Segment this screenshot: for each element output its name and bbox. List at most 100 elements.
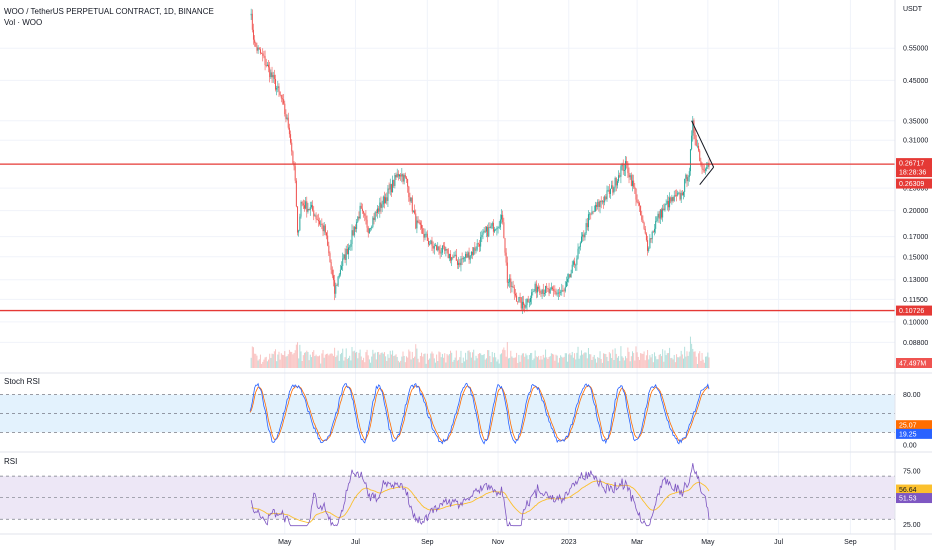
- candle: [656, 217, 658, 221]
- volume-bar: [699, 351, 701, 368]
- volume-bar: [505, 356, 507, 368]
- candle: [436, 245, 438, 251]
- candle: [292, 151, 294, 164]
- volume-bar: [497, 359, 499, 368]
- candle: [618, 175, 620, 182]
- candle: [475, 249, 477, 251]
- candle: [367, 227, 369, 234]
- candle: [290, 134, 292, 143]
- candle: [539, 288, 541, 293]
- candle: [654, 228, 656, 232]
- candle: [530, 298, 531, 302]
- volume-bar: [387, 354, 389, 368]
- candle: [422, 228, 424, 234]
- volume-bar: [487, 350, 489, 368]
- candle: [678, 192, 680, 194]
- candle: [255, 42, 257, 47]
- volume-bar: [658, 354, 660, 368]
- level-upper-label: 0.26717: [899, 161, 924, 168]
- stoch-tick-label: 80.00: [903, 392, 921, 399]
- volume-bar: [579, 355, 581, 368]
- candle: [659, 209, 661, 219]
- candle: [380, 202, 382, 208]
- volume-bar: [518, 354, 520, 368]
- candle: [315, 215, 317, 219]
- candle: [250, 13, 252, 16]
- candle: [583, 234, 585, 238]
- volume-bar: [465, 352, 467, 368]
- volume-bar: [662, 349, 664, 368]
- candle: [351, 230, 353, 245]
- countdown-label-bg: [896, 167, 932, 178]
- volume-bar: [481, 355, 483, 368]
- candle: [462, 257, 464, 260]
- volume-bar: [528, 354, 530, 368]
- candle: [303, 205, 305, 209]
- trendline-lower: [699, 166, 715, 186]
- volume-bar: [392, 350, 394, 368]
- candle: [306, 201, 308, 212]
- candle: [332, 275, 334, 281]
- volume-bar: [504, 350, 506, 368]
- volume-bar: [625, 356, 627, 368]
- volume-bar: [271, 353, 273, 368]
- volume-bar: [674, 362, 676, 368]
- volume-bar: [556, 355, 558, 368]
- volume-bar: [705, 356, 707, 368]
- volume-bar: [394, 355, 396, 368]
- stoch-k-line: [249, 382, 710, 445]
- candle: [385, 197, 387, 204]
- volume-bar: [687, 355, 689, 368]
- volume-bar: [553, 354, 555, 368]
- volume-bar: [251, 346, 253, 368]
- candle: [372, 217, 374, 227]
- candle: [300, 202, 302, 217]
- candle: [269, 67, 271, 78]
- candle: [295, 180, 297, 207]
- volume-bar: [561, 356, 563, 368]
- candle: [578, 246, 580, 249]
- volume-bar: [395, 354, 397, 368]
- volume-value-label: 47.497M: [899, 361, 926, 368]
- candle: [506, 262, 508, 283]
- volume-bar: [273, 351, 275, 368]
- candle: [496, 227, 498, 230]
- countdown-label: 18:28:36: [899, 170, 926, 177]
- volume-bar: [630, 356, 632, 368]
- volume-bar: [454, 357, 456, 368]
- volume-bar: [651, 354, 653, 368]
- volume-bar: [280, 353, 282, 368]
- candle: [681, 192, 683, 196]
- candle: [472, 251, 474, 255]
- volume-bar: [488, 350, 490, 368]
- currency-label: USDT: [903, 6, 923, 13]
- candle: [341, 265, 343, 270]
- candle: [686, 174, 688, 182]
- volume-bar: [569, 353, 571, 368]
- volume-bar: [294, 350, 296, 368]
- price-panel[interactable]: [0, 8, 895, 314]
- candle: [684, 178, 686, 192]
- volume-bar: [498, 363, 500, 368]
- volume-panel: [250, 336, 710, 368]
- candle: [636, 199, 638, 203]
- volume-bar: [509, 357, 511, 368]
- volume-bar: [389, 350, 391, 368]
- volume-bar: [647, 349, 649, 368]
- candle: [655, 220, 657, 229]
- volume-bar: [331, 353, 333, 368]
- candle: [613, 187, 615, 193]
- volume-bar: [703, 362, 705, 368]
- candle: [399, 174, 401, 177]
- price-tick-label: 0.31000: [903, 138, 928, 145]
- rsi-panel[interactable]: RSI 75.00 25.00 56.64 51.53: [0, 457, 932, 529]
- volume-bar: [259, 354, 261, 368]
- volume-bar: [386, 360, 388, 368]
- candle: [494, 229, 496, 232]
- volume-bar: [436, 354, 438, 368]
- candle: [548, 288, 550, 294]
- volume-bar: [330, 353, 332, 368]
- volume-bar: [599, 351, 601, 368]
